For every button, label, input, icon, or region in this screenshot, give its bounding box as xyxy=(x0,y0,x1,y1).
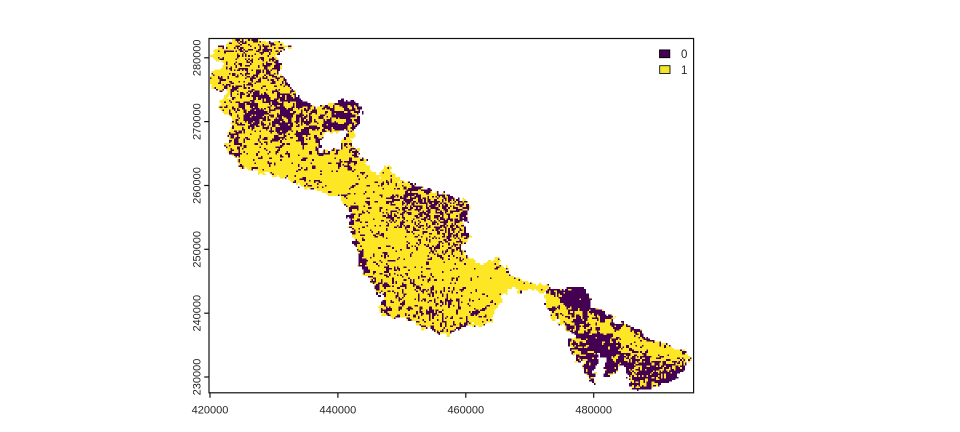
svg-text:1: 1 xyxy=(681,65,687,77)
svg-text:260000: 260000 xyxy=(192,167,204,204)
svg-text:270000: 270000 xyxy=(192,103,204,140)
svg-text:280000: 280000 xyxy=(192,39,204,76)
svg-text:0: 0 xyxy=(681,49,687,61)
svg-text:440000: 440000 xyxy=(320,405,357,417)
svg-text:480000: 480000 xyxy=(575,405,612,417)
svg-text:240000: 240000 xyxy=(192,295,204,332)
svg-text:230000: 230000 xyxy=(192,359,204,396)
svg-text:420000: 420000 xyxy=(192,405,229,417)
svg-text:460000: 460000 xyxy=(447,405,484,417)
svg-text:250000: 250000 xyxy=(192,231,204,268)
